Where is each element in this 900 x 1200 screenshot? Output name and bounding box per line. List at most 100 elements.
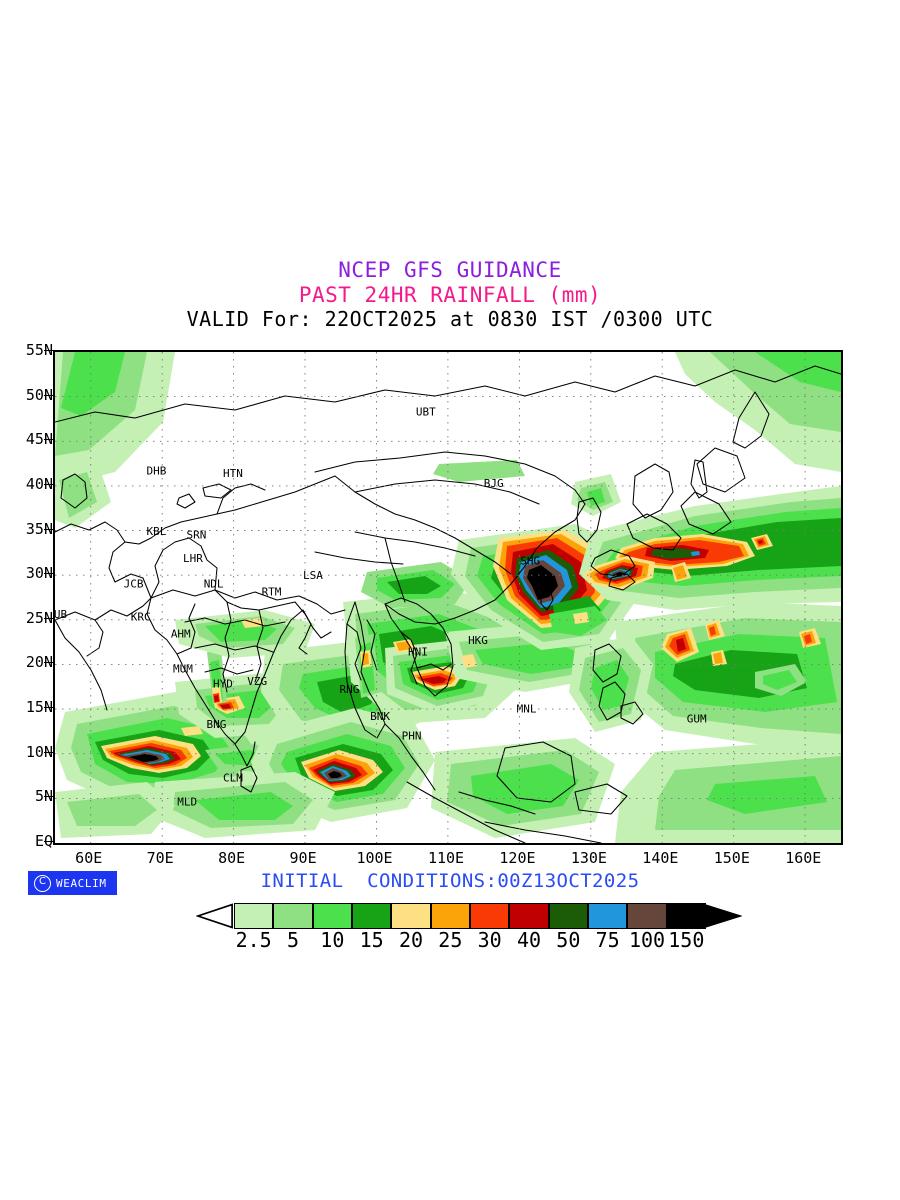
title-model: NCEP GFS GUIDANCE [338, 258, 562, 282]
colorbar-swatch-25[interactable] [430, 903, 470, 929]
colorbar-tick-100: 100 [628, 928, 666, 952]
lon-tick-130E: 130E [570, 849, 607, 867]
city-label-NDL: NDL [204, 578, 224, 591]
lat-tick-5N: 5N [34, 787, 53, 806]
city-label-VZG: VZG [247, 675, 267, 688]
city-label-SHG: SHG [520, 554, 540, 567]
map-plot-frame[interactable]: UBT BJG SHG HKG HNI BNK PHN RNG MNL GUM DHB HTN KBL S… [53, 350, 843, 845]
city-label-LHR: LHR [183, 552, 203, 565]
colorbar-swatch-75[interactable] [588, 903, 628, 929]
lat-tick-mark [44, 841, 53, 842]
colorbar-tick-10: 10 [320, 928, 345, 952]
colorbar-swatch-40[interactable] [509, 903, 549, 929]
coastlines [55, 365, 841, 843]
lat-tick-mark [44, 751, 53, 753]
lat-tick-mark [44, 483, 53, 485]
city-label-AHM: AHM [171, 628, 191, 641]
city-label-BJG: BJG [484, 477, 504, 490]
rainfall-colorbar[interactable] [196, 903, 744, 929]
lon-tick-90E: 90E [289, 849, 317, 867]
lon-tick-70E: 70E [146, 849, 174, 867]
city-label-BNG: BNG [207, 718, 227, 731]
lat-tick-35N: 35N [25, 519, 53, 538]
city-code-labels: UBT BJG SHG HKG HNI BNK PHN RNG MNL GUM DHB HTN KBL S… [55, 405, 707, 808]
colorbar-tick-20: 20 [398, 928, 424, 952]
city-label-UBT: UBT [416, 405, 436, 418]
colorbar-tick-75: 75 [595, 928, 620, 952]
colorbar-swatch-100[interactable] [627, 903, 667, 929]
city-label-CLM: CLM [223, 771, 243, 784]
lat-lon-grid [55, 352, 841, 843]
city-label-LSA: LSA [303, 569, 323, 582]
lon-tick-60E: 60E [75, 849, 103, 867]
city-label-HNI: HNI [408, 646, 428, 659]
lat-tick-45N: 45N [25, 430, 53, 449]
colorbar-tick-labels: 2.5 5 10 15 20 25 30 40 50 75 100 150 [196, 928, 756, 954]
copyright-icon: C [34, 874, 51, 892]
title-product: PAST 24HR RAINFALL (mm) [298, 282, 602, 307]
lat-tick-mark [44, 617, 53, 619]
colorbar-swatch-150[interactable] [666, 903, 706, 929]
colorbar-tick-15: 15 [359, 928, 384, 952]
rain-shading [55, 352, 841, 843]
colorbar-swatch-50[interactable] [548, 903, 588, 929]
colorbar-swatch-10[interactable] [312, 903, 352, 929]
city-label-RNG: RNG [339, 683, 359, 696]
colorbar-swatch-15[interactable] [352, 903, 392, 929]
colorbar-swatch-5[interactable] [273, 903, 313, 929]
city-label-RTM: RTM [262, 586, 282, 599]
colorbar-tick-5: 5 [286, 928, 300, 952]
lon-tick-100E: 100E [356, 849, 393, 867]
initial-conditions-label: INITIAL CONDITIONS:00Z13OCT2025 [260, 870, 640, 892]
city-label-JCB: JCB [124, 578, 144, 591]
rainfall-heatmap-canvas: UBT BJG SHG HKG HNI BNK PHN RNG MNL GUM DHB HTN KBL S… [55, 352, 841, 843]
city-label-PHN: PHN [402, 729, 422, 742]
city-label-SRN: SRN [187, 529, 207, 542]
weaclim-logo[interactable]: C WEACLIM [28, 871, 117, 895]
lat-tick-50N: 50N [25, 385, 53, 404]
city-label-HYD: HYD [213, 678, 233, 691]
lat-tick-mark [44, 796, 53, 798]
colorbar-over-arrow [705, 904, 742, 928]
colorbar-tick-150: 150 [668, 928, 705, 952]
weaclim-logo-text: WEACLIM [56, 876, 107, 890]
lat-tick-10N: 10N [25, 742, 53, 761]
city-label-DHB: DHB [147, 464, 167, 477]
lat-tick-mark [44, 707, 53, 709]
lat-tick-EQ: EQ [34, 832, 53, 850]
lat-tick-25N: 25N [25, 608, 53, 627]
colorbar-tick-40: 40 [516, 928, 542, 952]
colorbar-swatch-2.5[interactable] [234, 903, 274, 929]
lat-tick-20N: 20N [25, 653, 53, 672]
lon-tick-120E: 120E [499, 849, 536, 867]
colorbar-under-arrow [196, 903, 233, 929]
colorbar-tick-50: 50 [556, 928, 581, 952]
city-label-HKG: HKG [468, 634, 488, 647]
lat-tick-mark [44, 528, 53, 530]
city-label-HTN: HTN [223, 467, 243, 480]
city-label-BNK: BNK [370, 710, 390, 723]
city-label-MLD: MLD [177, 796, 197, 809]
city-label-KRC: KRC [131, 611, 151, 624]
lat-tick-30N: 30N [25, 564, 53, 583]
title-valid-time: VALID For: 22OCT2025 at 0830 IST /0300 U… [186, 306, 714, 331]
city-label-MNL: MNL [517, 703, 537, 716]
colorbar-tick-2.5: 2.5 [235, 928, 272, 952]
lat-tick-mark [44, 662, 53, 664]
lon-tick-110E: 110E [427, 849, 465, 867]
lat-tick-mark [44, 439, 53, 441]
lat-tick-55N: 55N [25, 341, 53, 359]
colorbar-swatch-30[interactable] [470, 903, 510, 929]
colorbar-tick-25: 25 [438, 928, 463, 952]
colorbar-tick-30: 30 [477, 928, 502, 952]
lat-tick-mark [44, 350, 53, 351]
lat-tick-mark [44, 394, 53, 396]
lon-tick-140E: 140E [642, 849, 679, 867]
city-label-MUM: MUM [173, 662, 193, 675]
title-block: NCEP GFS GUIDANCE PAST 24HR RAINFALL (mm… [0, 258, 900, 331]
lon-tick-80E: 80E [218, 849, 246, 867]
city-label-DUB: DUB [55, 608, 67, 621]
colorbar-swatch-20[interactable] [391, 903, 431, 929]
lat-tick-15N: 15N [25, 698, 53, 717]
